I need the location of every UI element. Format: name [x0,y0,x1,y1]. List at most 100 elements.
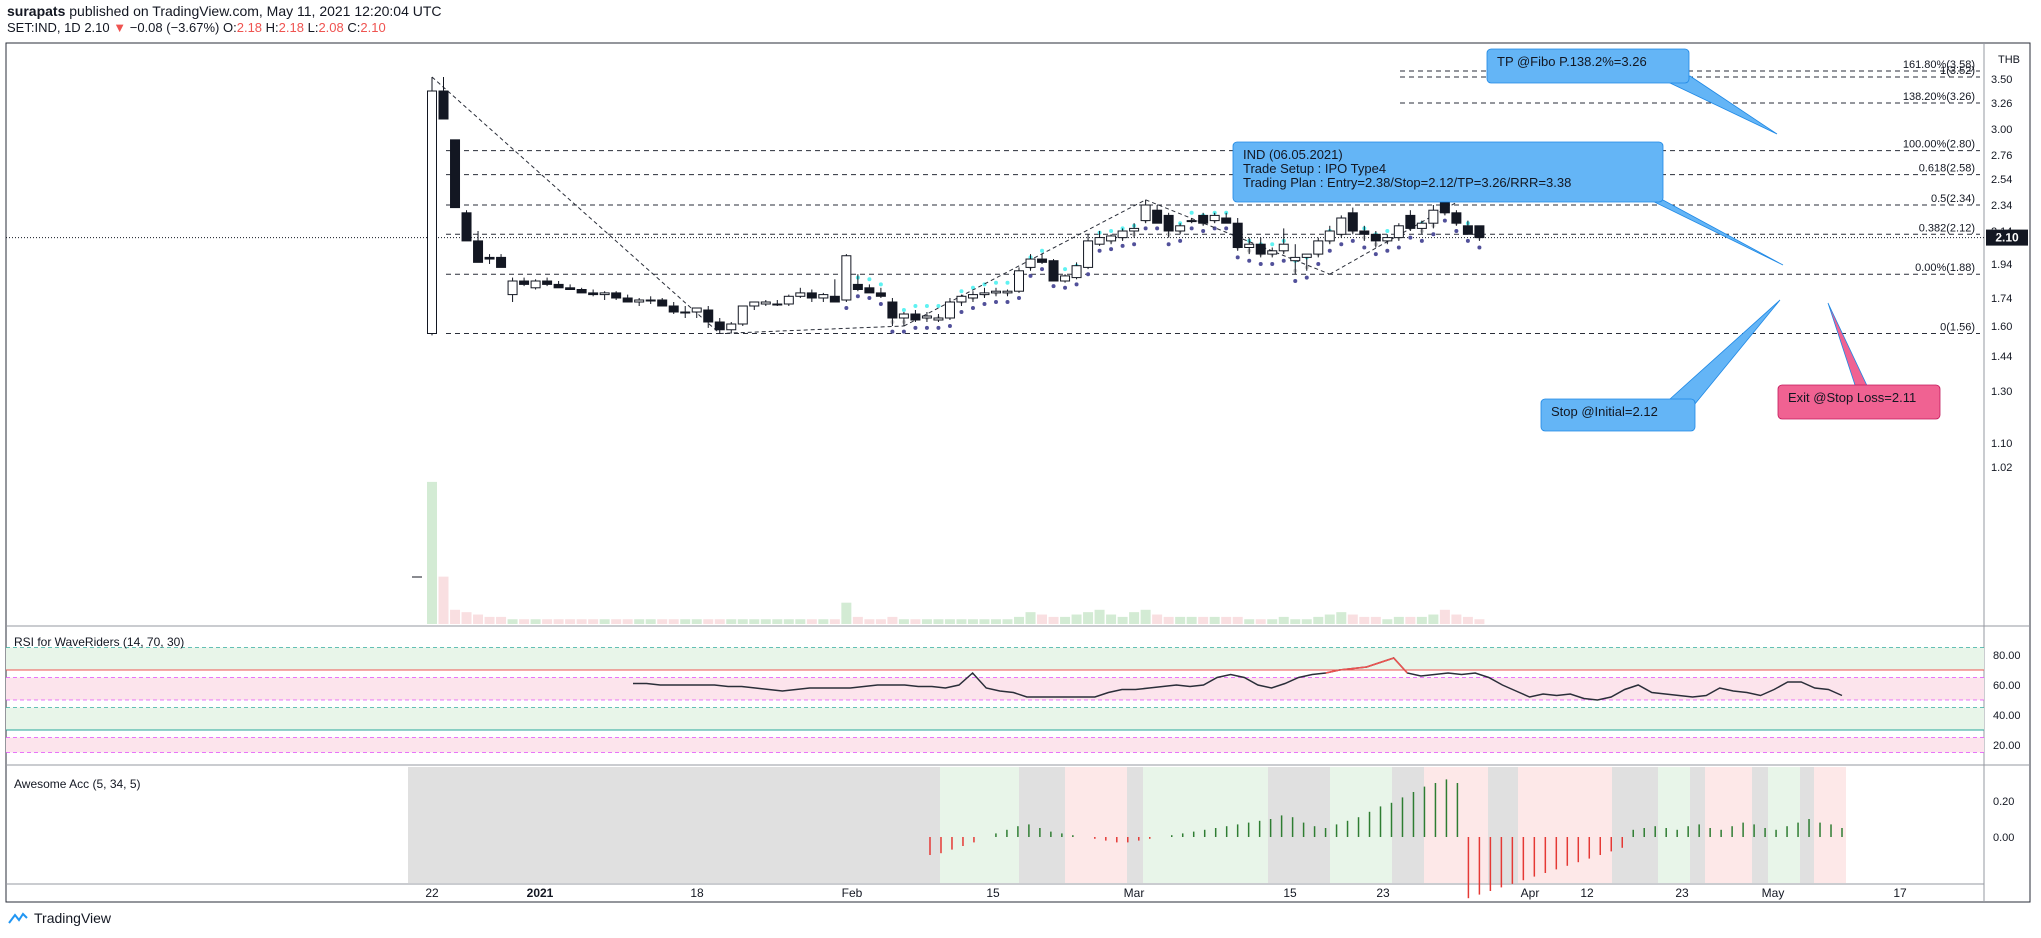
volume-bar [1037,614,1048,624]
purple-dot [913,325,918,330]
candle-body [1209,214,1220,222]
author-name[interactable]: surapats [7,3,66,19]
candle-body [1451,212,1462,224]
candle-body [921,315,932,319]
volume-bar [898,619,909,624]
volume-bar [1060,616,1071,624]
time-tick-label: 18 [690,886,704,900]
cyan-dot [970,285,975,290]
time-tick-label: 15 [1283,886,1297,900]
candle-body [450,139,461,209]
tradingview-footer[interactable]: TradingView [8,910,111,926]
candle-body [852,283,863,290]
ao-zone [1065,767,1127,883]
time-tick-label: 15 [986,886,1000,900]
volume-bar [864,619,875,624]
purple-dot [1477,245,1482,250]
high-value: 2.18 [278,20,304,35]
close-value: 2.10 [360,20,386,35]
purple-dot [1120,243,1125,248]
purple-dot [982,302,987,306]
candle-body [438,90,449,120]
candle-body [519,280,530,285]
chart-canvas[interactable]: 161.80%(3.58)1(3.52) 138.20%(3.26) 100.00%… [0,0,2041,905]
rsi-band-high [6,647,1984,670]
rsi-overbought-segment [1366,661,1381,668]
purple-dot [1155,226,1160,231]
volume-bar [1002,619,1013,624]
fib-level-label: 0.618(2.58) [1919,163,1975,175]
last-price-badge [1986,229,2028,246]
volume-bar [1462,616,1473,624]
cyan-dot [1270,242,1275,247]
fib-level-label: 0(1.56) [1940,322,1975,334]
candle-body [1462,225,1473,235]
purple-dot [970,306,975,310]
publish-header: surapats published on TradingView.com, M… [7,3,442,19]
volume-bar [450,609,461,624]
symbol-name[interactable]: SET:IND, 1D [7,20,81,35]
volume-bar [772,619,783,624]
exit-callout-text: Exit @Stop Loss=2.11 [1788,390,1916,405]
time-tick-label: Apr [1521,886,1540,900]
purple-dot [1327,248,1332,253]
candle-body [1198,214,1209,224]
price-tick-label: 3.26 [1991,98,2012,110]
publish-info: published on TradingView.com, May 11, 20… [69,3,442,19]
exit-callout-pointer [1827,302,1871,393]
purple-dot [1270,262,1275,266]
volume-bar [1474,619,1485,624]
volume-bar [933,619,944,624]
rsi-tick-label: 40.00 [1993,710,2021,722]
volume-bar [691,619,702,624]
purple-dot [959,310,964,314]
volume-bar [1313,616,1324,624]
price-tick-label: 1.94 [1991,259,2012,271]
candle-body [726,323,737,331]
volume-bar [1094,609,1105,624]
volume-bar [1152,614,1163,624]
candle-body [668,305,679,313]
close-label: C: [347,20,361,35]
candle-body [634,299,645,303]
purple-dot [1281,258,1286,263]
volume-bar [852,616,863,624]
cyan-dot [913,304,918,308]
candle-body [795,292,806,297]
ao-zone [1768,767,1800,883]
volume-bar [887,616,898,624]
volume-bar [956,619,967,624]
candle-body [461,212,472,242]
candle-body [714,321,725,331]
rsi-overbought-segment [1352,666,1367,670]
purple-dot [1293,279,1298,283]
ao-zone [1690,767,1705,883]
candle-body [507,280,518,296]
candle-body [818,294,829,299]
purple-dot [1258,262,1263,266]
volume-bar [1267,619,1278,624]
time-tick-label: 23 [1376,886,1390,900]
candle-body [933,317,944,321]
purple-dot [1143,226,1148,231]
time-tick-label: Mar [1124,886,1145,900]
volume-bar [1382,619,1393,624]
chart-frame [5,42,2031,903]
price-tick-label: 1.60 [1991,321,2012,333]
volume-bar [1232,616,1243,624]
candle-body [737,305,748,325]
volume-bar [1370,616,1381,624]
purple-dot [1419,238,1424,243]
volume-bar [979,619,990,624]
candle-body [576,289,587,294]
candle-body [1370,233,1381,242]
time-tick-label: 12 [1580,886,1594,900]
candle-body [1060,275,1071,282]
zigzag-line [1329,188,1480,275]
purple-dot [1132,242,1137,247]
volume-bar [737,619,748,624]
candle-body [565,287,576,290]
cyan-dot [1005,280,1010,285]
candle-body [1083,240,1094,268]
tradingview-brand: TradingView [34,910,112,926]
